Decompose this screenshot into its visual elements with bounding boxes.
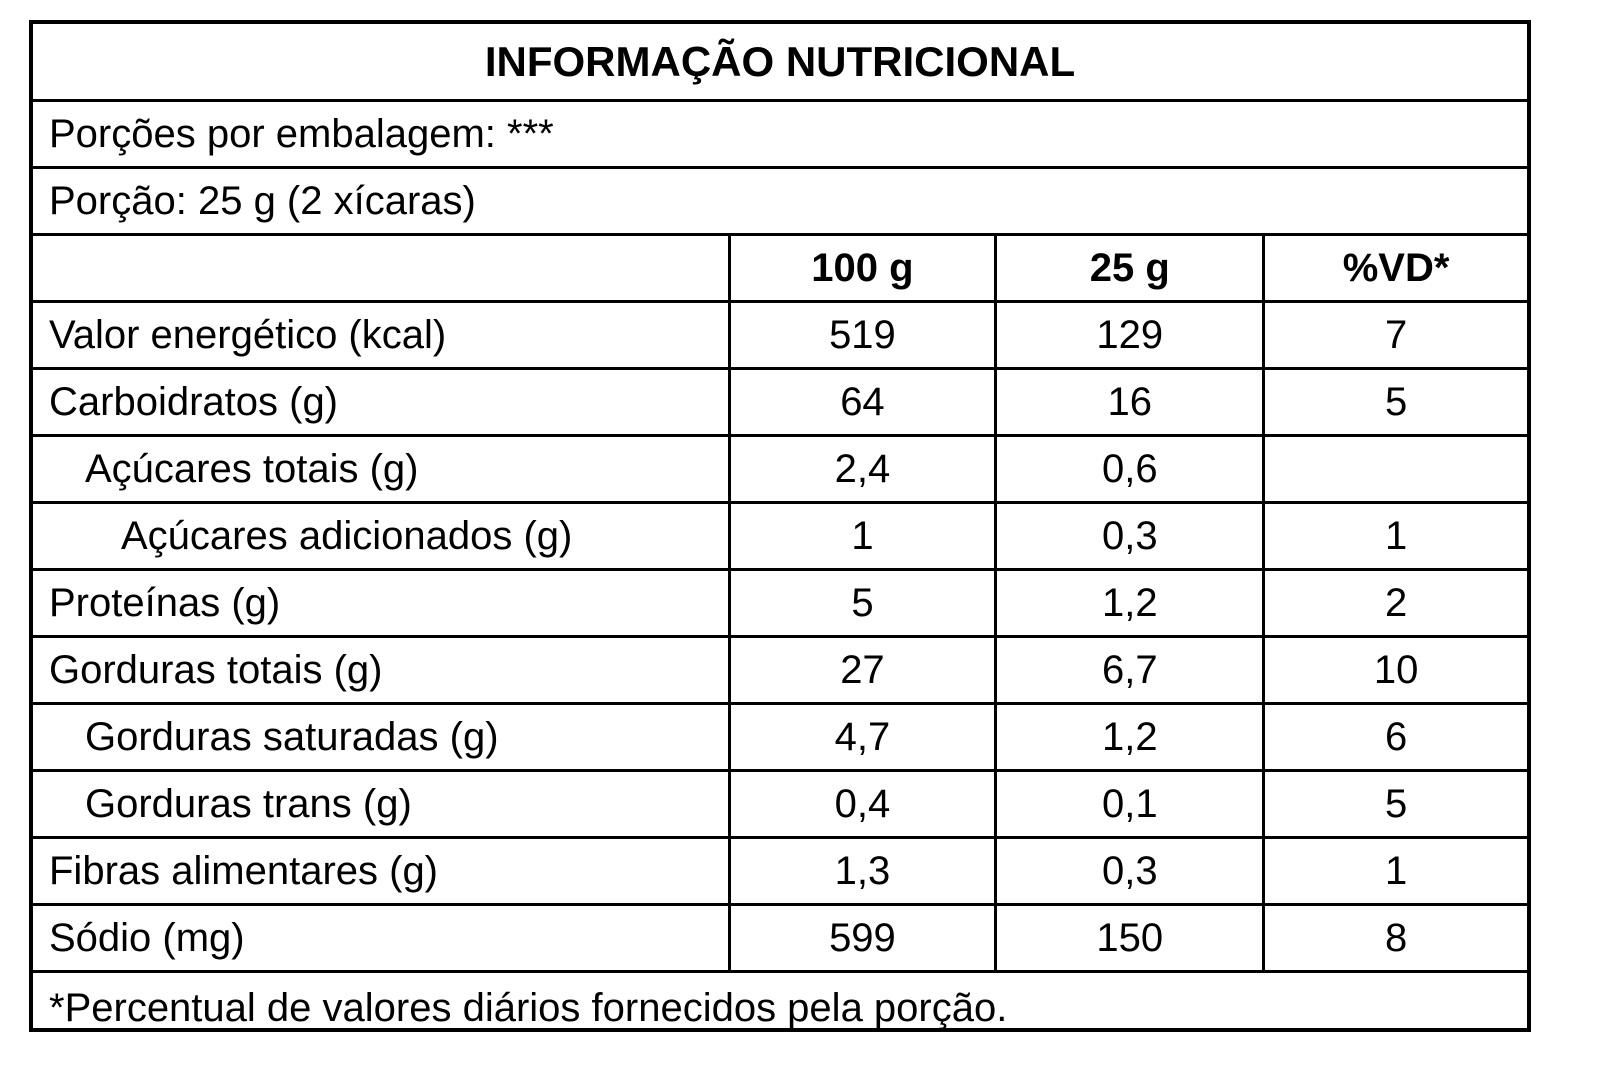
value-per-100g: 1 xyxy=(731,504,998,568)
value-per-100g: 5 xyxy=(731,571,998,635)
value-per-100g: 64 xyxy=(731,370,998,434)
column-header-daily-value: %VD* xyxy=(1342,245,1450,290)
column-header-per-serving: 25 g xyxy=(997,236,1266,300)
table-row: Açúcares adicionados (g) 1 0,3 1 xyxy=(33,504,1527,571)
title-row: INFORMAÇÃO NUTRICIONAL xyxy=(33,24,1527,102)
table-row: Gorduras saturadas (g) 4,7 1,2 6 xyxy=(33,705,1527,772)
table-row: Gorduras totais (g) 27 6,7 10 xyxy=(33,638,1527,705)
value-per-100g: 0,4 xyxy=(731,772,998,836)
value-per-serving: 1,2 xyxy=(997,705,1266,769)
column-header-row: 100 g 25 g %VD* xyxy=(33,236,1527,303)
table-row: Fibras alimentares (g) 1,3 0,3 1 xyxy=(33,839,1527,906)
value-daily-percent xyxy=(1265,437,1527,501)
value-per-100g: 27 xyxy=(731,638,998,702)
value-per-100g: 519 xyxy=(731,303,998,367)
value-daily-percent: 10 xyxy=(1373,647,1419,692)
value-daily-percent: 8 xyxy=(1384,915,1408,960)
value-per-serving: 150 xyxy=(997,906,1266,970)
value-daily-percent: 1 xyxy=(1384,513,1408,558)
serving-size-row: Porção: 25 g (2 xícaras) xyxy=(33,169,1527,236)
value-daily-percent: 1 xyxy=(1384,848,1408,893)
value-daily-percent: 2 xyxy=(1384,580,1408,625)
nutrient-label: Açúcares totais (g) xyxy=(33,437,731,501)
value-per-serving: 6,7 xyxy=(997,638,1266,702)
nutrient-label: Gorduras trans (g) xyxy=(33,772,731,836)
value-daily-percent: 7 xyxy=(1384,312,1408,357)
table-row: Sódio (mg) 599 150 8 xyxy=(33,906,1527,973)
footnote: *Percentual de valores diários fornecido… xyxy=(49,985,1008,1030)
value-daily-percent: 5 xyxy=(1384,379,1408,424)
table-row: Carboidratos (g) 64 16 5 xyxy=(33,370,1527,437)
table-row: Gorduras trans (g) 0,4 0,1 5 xyxy=(33,772,1527,839)
value-per-100g: 2,4 xyxy=(731,437,998,501)
nutrient-label: Açúcares adicionados (g) xyxy=(33,504,731,568)
nutrient-label: Gorduras saturadas (g) xyxy=(33,705,731,769)
value-per-serving: 0,3 xyxy=(997,839,1266,903)
value-per-serving: 0,1 xyxy=(997,772,1266,836)
footnote-row: *Percentual de valores diários fornecido… xyxy=(33,973,1527,1043)
table-title: INFORMAÇÃO NUTRICIONAL xyxy=(484,37,1076,85)
nutrient-label: Proteínas (g) xyxy=(33,571,731,635)
servings-per-package-row: Porções por embalagem: *** xyxy=(33,102,1527,169)
nutrient-label: Carboidratos (g) xyxy=(33,370,731,434)
value-per-100g: 4,7 xyxy=(731,705,998,769)
value-daily-percent: 6 xyxy=(1384,714,1408,759)
column-header-per-100g: 100 g xyxy=(731,236,998,300)
table-row: Proteínas (g) 5 1,2 2 xyxy=(33,571,1527,638)
value-per-100g: 599 xyxy=(731,906,998,970)
table-row: Valor energético (kcal) 519 129 7 xyxy=(33,303,1527,370)
value-per-serving: 129 xyxy=(997,303,1266,367)
nutrient-label: Valor energético (kcal) xyxy=(33,303,731,367)
nutrient-label: Gorduras totais (g) xyxy=(33,638,731,702)
value-per-100g: 1,3 xyxy=(731,839,998,903)
value-per-serving: 0,3 xyxy=(997,504,1266,568)
value-per-serving: 16 xyxy=(997,370,1266,434)
nutrition-facts-table: INFORMAÇÃO NUTRICIONAL Porções por embal… xyxy=(29,20,1531,1032)
nutrient-label: Sódio (mg) xyxy=(33,906,731,970)
value-per-serving: 1,2 xyxy=(997,571,1266,635)
value-daily-percent: 5 xyxy=(1384,781,1408,826)
table-row: Açúcares totais (g) 2,4 0,6 xyxy=(33,437,1527,504)
servings-per-package: Porções por embalagem: *** xyxy=(49,111,554,156)
serving-size: Porção: 25 g (2 xícaras) xyxy=(49,178,476,223)
nutrient-label: Fibras alimentares (g) xyxy=(33,839,731,903)
column-header-label xyxy=(33,236,731,300)
value-per-serving: 0,6 xyxy=(997,437,1266,501)
